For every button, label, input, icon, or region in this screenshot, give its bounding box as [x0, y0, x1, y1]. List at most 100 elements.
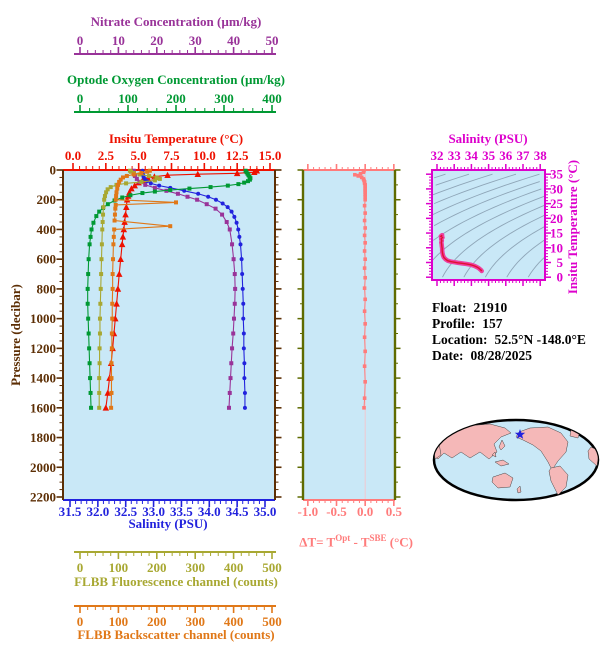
svg-text:36: 36 [499, 148, 513, 163]
svg-text:0.5: 0.5 [386, 504, 403, 519]
pressure-axis-title: Pressure (decibar) [8, 284, 23, 386]
svg-text:25: 25 [550, 196, 564, 211]
info-row-profile: Profile: 157 [432, 316, 502, 332]
svg-text:400: 400 [262, 91, 282, 106]
svg-text:1000: 1000 [30, 311, 56, 326]
delta-t-plot-area [303, 170, 395, 500]
svg-text:-1.0: -1.0 [298, 504, 319, 519]
info-row-float: Float: 21910 [432, 300, 507, 316]
info-value: 157 [482, 316, 503, 331]
svg-text:-0.5: -0.5 [326, 504, 347, 519]
delta-t-frame: -1.0 -0.5 0.0 0.5 [297, 164, 403, 519]
oxygen-axis-title: Optode Oxygen Concentration (µm/kg) [66, 72, 286, 87]
svg-text:5: 5 [557, 255, 564, 270]
ts-salinity-axis-title: Salinity (PSU) [448, 131, 528, 146]
info-label: Date: [432, 348, 464, 363]
profile-plot-frame: 0.0 2.5 5.0 7.5 10.0 12.5 15.0 31.5 32.0 32.5 33.0… [30, 148, 282, 519]
nitrate-axis-title: Nitrate Concentration (µm/kg) [90, 14, 262, 29]
isopycnal-contours [433, 173, 544, 278]
svg-text:32.0: 32.0 [86, 504, 109, 519]
svg-text:400: 400 [224, 560, 244, 575]
svg-text:10: 10 [550, 240, 563, 255]
svg-text:400: 400 [37, 222, 57, 237]
fluorescence-axis: 0 100 200 300 400 500 [74, 551, 282, 575]
svg-text:2200: 2200 [30, 489, 56, 504]
svg-text:400: 400 [224, 614, 244, 629]
svg-text:20: 20 [150, 33, 163, 48]
salinity-axis-title: Salinity (PSU) [128, 516, 208, 531]
nitrate-axis: 0 10 20 30 40 50 [74, 33, 279, 55]
svg-text:15: 15 [550, 226, 564, 241]
svg-text:500: 500 [262, 614, 282, 629]
svg-text:200: 200 [37, 192, 57, 207]
svg-text:31.5: 31.5 [59, 504, 82, 519]
float-location-star [514, 429, 526, 439]
info-row-location: Location: 52.5°N -148.0°E [432, 332, 586, 348]
svg-text:50: 50 [266, 33, 279, 48]
delta-t-superscript: Opt [335, 533, 351, 543]
svg-text:1800: 1800 [30, 430, 56, 445]
svg-text:200: 200 [147, 560, 167, 575]
svg-text:10: 10 [112, 33, 125, 48]
info-value: 52.5°N -148.0°E [494, 332, 586, 347]
world-map [432, 418, 600, 502]
svg-text:300: 300 [214, 91, 234, 106]
svg-text:600: 600 [37, 252, 57, 267]
svg-text:0: 0 [50, 163, 57, 178]
svg-text:200: 200 [166, 91, 186, 106]
svg-text:100: 100 [109, 560, 129, 575]
svg-text:100: 100 [118, 91, 138, 106]
svg-text:300: 300 [185, 614, 205, 629]
svg-text:34: 34 [465, 148, 479, 163]
svg-text:35: 35 [482, 148, 496, 163]
svg-text:1600: 1600 [30, 400, 56, 415]
oxygen-axis: 0 100 200 300 400 [74, 91, 282, 113]
info-label: Float: [432, 300, 467, 315]
svg-text:2000: 2000 [30, 460, 56, 475]
backscatter-axis: 0 100 200 300 400 500 [74, 605, 282, 629]
info-label: Profile: [432, 316, 476, 331]
fluorescence-axis-title: FLBB Fluorescence channel (counts) [74, 574, 278, 589]
series-ts-curve [438, 232, 484, 274]
delta-t-label-part: ΔT= T [299, 534, 336, 550]
backscatter-axis-title: FLBB Backscatter channel (counts) [77, 627, 275, 642]
svg-text:32: 32 [431, 148, 444, 163]
svg-text:34.5: 34.5 [226, 504, 249, 519]
svg-text:0: 0 [77, 614, 84, 629]
svg-text:40: 40 [227, 33, 240, 48]
svg-text:1200: 1200 [30, 341, 56, 356]
svg-text:30: 30 [189, 33, 202, 48]
delta-t-superscript: SBE [369, 533, 387, 543]
series-oxygen [85, 168, 253, 410]
svg-text:33: 33 [448, 148, 462, 163]
delta-t-label-part: - T [350, 534, 370, 550]
info-value: 21910 [473, 300, 508, 315]
series-backscatter [109, 168, 178, 410]
svg-text:1400: 1400 [30, 371, 56, 386]
svg-text:500: 500 [262, 560, 282, 575]
svg-text:300: 300 [185, 560, 205, 575]
svg-text:200: 200 [147, 614, 167, 629]
svg-text:35.0: 35.0 [254, 504, 277, 519]
info-value: 08/28/2025 [470, 348, 532, 363]
svg-text:2.5: 2.5 [98, 148, 115, 163]
ts-temperature-axis-title: Insitu Temperature (°C) [565, 159, 580, 295]
svg-text:20: 20 [550, 211, 563, 226]
svg-text:32.5: 32.5 [114, 504, 137, 519]
svg-text:15.0: 15.0 [259, 148, 282, 163]
svg-text:800: 800 [37, 281, 57, 296]
svg-text:0: 0 [77, 91, 84, 106]
svg-text:5.0: 5.0 [131, 148, 147, 163]
svg-text:33.5: 33.5 [170, 504, 193, 519]
svg-text:37: 37 [517, 148, 531, 163]
svg-text:7.5: 7.5 [163, 148, 180, 163]
ts-plot-area [432, 170, 545, 280]
svg-text:33.0: 33.0 [142, 504, 165, 519]
info-row-date: Date: 08/28/2025 [432, 348, 532, 364]
delta-t-axis-title: ΔT= TOpt - TSBE (°C) [287, 517, 413, 563]
svg-text:0: 0 [77, 560, 84, 575]
svg-text:100: 100 [109, 614, 129, 629]
